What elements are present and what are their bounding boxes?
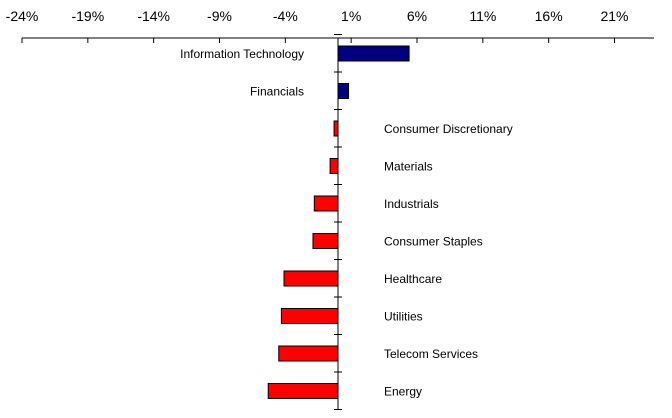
category-label: Telecom Services	[384, 347, 478, 361]
bar	[267, 383, 339, 399]
x-tick-label: 6%	[407, 8, 427, 24]
x-tick-label: -9%	[207, 8, 232, 24]
category-label: Materials	[384, 160, 433, 174]
x-axis: -24% -19% -14% -9% -4% 1% 6% 11% 16% 21%	[6, 8, 654, 410]
x-tick-label: 21%	[600, 8, 628, 24]
bars	[267, 45, 410, 399]
x-tick-label: 11%	[469, 8, 496, 24]
bar	[337, 83, 350, 99]
bar	[278, 345, 339, 362]
category-label: Consumer Discretionary	[384, 122, 513, 136]
category-label: Information Technology	[180, 47, 304, 61]
x-tick-label: -19%	[71, 8, 104, 24]
bar	[337, 45, 410, 62]
category-label: Energy	[384, 385, 422, 399]
bar	[280, 308, 339, 324]
x-tick-label: -24%	[6, 8, 39, 24]
bar	[313, 195, 339, 212]
bar	[283, 270, 339, 287]
bar	[333, 120, 339, 137]
category-label: Industrials	[384, 197, 439, 211]
bar	[329, 158, 339, 174]
category-labels: Information Technology Financials Consumer…	[180, 47, 513, 399]
x-tick-label: 16%	[535, 8, 563, 24]
category-label: Utilities	[384, 310, 423, 324]
bar	[312, 233, 339, 249]
category-label: Consumer Staples	[384, 235, 483, 249]
x-tick-label: -14%	[137, 8, 170, 24]
category-label: Healthcare	[384, 272, 442, 286]
category-label: Financials	[250, 85, 304, 99]
x-tick-label: -4%	[273, 8, 298, 24]
x-tick-label: 1%	[341, 8, 361, 24]
